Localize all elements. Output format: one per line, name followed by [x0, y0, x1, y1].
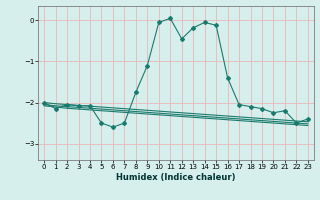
- X-axis label: Humidex (Indice chaleur): Humidex (Indice chaleur): [116, 173, 236, 182]
